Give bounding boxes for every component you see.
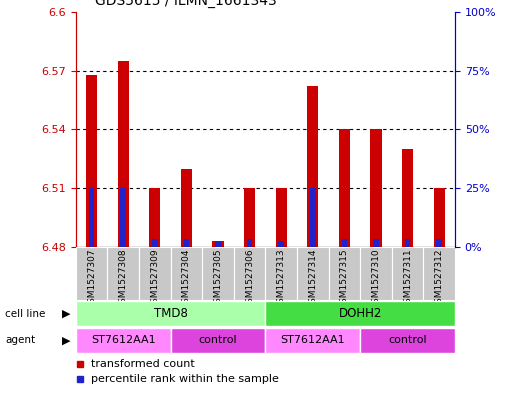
Text: percentile rank within the sample: percentile rank within the sample xyxy=(91,374,279,384)
Text: GSM1527310: GSM1527310 xyxy=(371,249,381,309)
Bar xyxy=(373,239,379,247)
Text: GSM1527306: GSM1527306 xyxy=(245,249,254,309)
Text: ▶: ▶ xyxy=(62,309,71,319)
Bar xyxy=(328,247,360,300)
Bar xyxy=(118,61,129,247)
Bar xyxy=(276,188,287,247)
Bar xyxy=(170,247,202,300)
Text: agent: agent xyxy=(5,335,36,345)
Bar xyxy=(212,241,223,247)
Bar xyxy=(297,247,328,300)
Bar xyxy=(360,328,455,353)
Bar xyxy=(202,247,234,300)
Text: transformed count: transformed count xyxy=(91,358,195,369)
Bar xyxy=(310,188,316,247)
Text: ST7612AA1: ST7612AA1 xyxy=(280,335,345,345)
Text: GSM1527315: GSM1527315 xyxy=(340,249,349,309)
Bar xyxy=(120,188,126,247)
Bar xyxy=(360,247,392,300)
Bar xyxy=(139,247,170,300)
Text: ▶: ▶ xyxy=(62,335,71,345)
Text: control: control xyxy=(199,335,237,345)
Text: control: control xyxy=(388,335,427,345)
Text: GSM1527304: GSM1527304 xyxy=(182,249,191,309)
Bar xyxy=(247,239,253,247)
Bar xyxy=(266,328,360,353)
Bar xyxy=(76,328,170,353)
Bar xyxy=(86,75,97,247)
Bar xyxy=(89,188,95,247)
Bar xyxy=(76,301,266,326)
Text: GSM1527308: GSM1527308 xyxy=(119,249,128,309)
Text: DOHH2: DOHH2 xyxy=(338,307,382,320)
Bar xyxy=(107,247,139,300)
Bar xyxy=(215,241,221,247)
Text: GDS5615 / ILMN_1661343: GDS5615 / ILMN_1661343 xyxy=(95,0,277,8)
Bar xyxy=(184,239,189,247)
Bar xyxy=(370,130,382,247)
Bar xyxy=(170,328,266,353)
Bar xyxy=(436,239,442,247)
Bar xyxy=(402,149,413,247)
Bar xyxy=(244,188,255,247)
Bar xyxy=(149,188,161,247)
Bar xyxy=(424,247,455,300)
Text: cell line: cell line xyxy=(5,309,46,319)
Bar xyxy=(342,239,347,247)
Bar xyxy=(405,239,411,247)
Bar xyxy=(234,247,266,300)
Bar xyxy=(152,239,157,247)
Text: GSM1527307: GSM1527307 xyxy=(87,249,96,309)
Bar xyxy=(266,301,455,326)
Text: GSM1527305: GSM1527305 xyxy=(213,249,222,309)
Text: GSM1527311: GSM1527311 xyxy=(403,249,412,309)
Bar xyxy=(181,169,192,247)
Text: ST7612AA1: ST7612AA1 xyxy=(91,335,155,345)
Text: TMD8: TMD8 xyxy=(154,307,188,320)
Text: GSM1527309: GSM1527309 xyxy=(150,249,160,309)
Text: GSM1527314: GSM1527314 xyxy=(309,249,317,309)
Bar xyxy=(76,247,107,300)
Bar xyxy=(339,130,350,247)
Text: GSM1527313: GSM1527313 xyxy=(277,249,286,309)
Bar xyxy=(308,86,319,247)
Bar xyxy=(392,247,424,300)
Bar xyxy=(278,241,284,247)
Bar xyxy=(434,188,445,247)
Text: GSM1527312: GSM1527312 xyxy=(435,249,444,309)
Bar xyxy=(266,247,297,300)
